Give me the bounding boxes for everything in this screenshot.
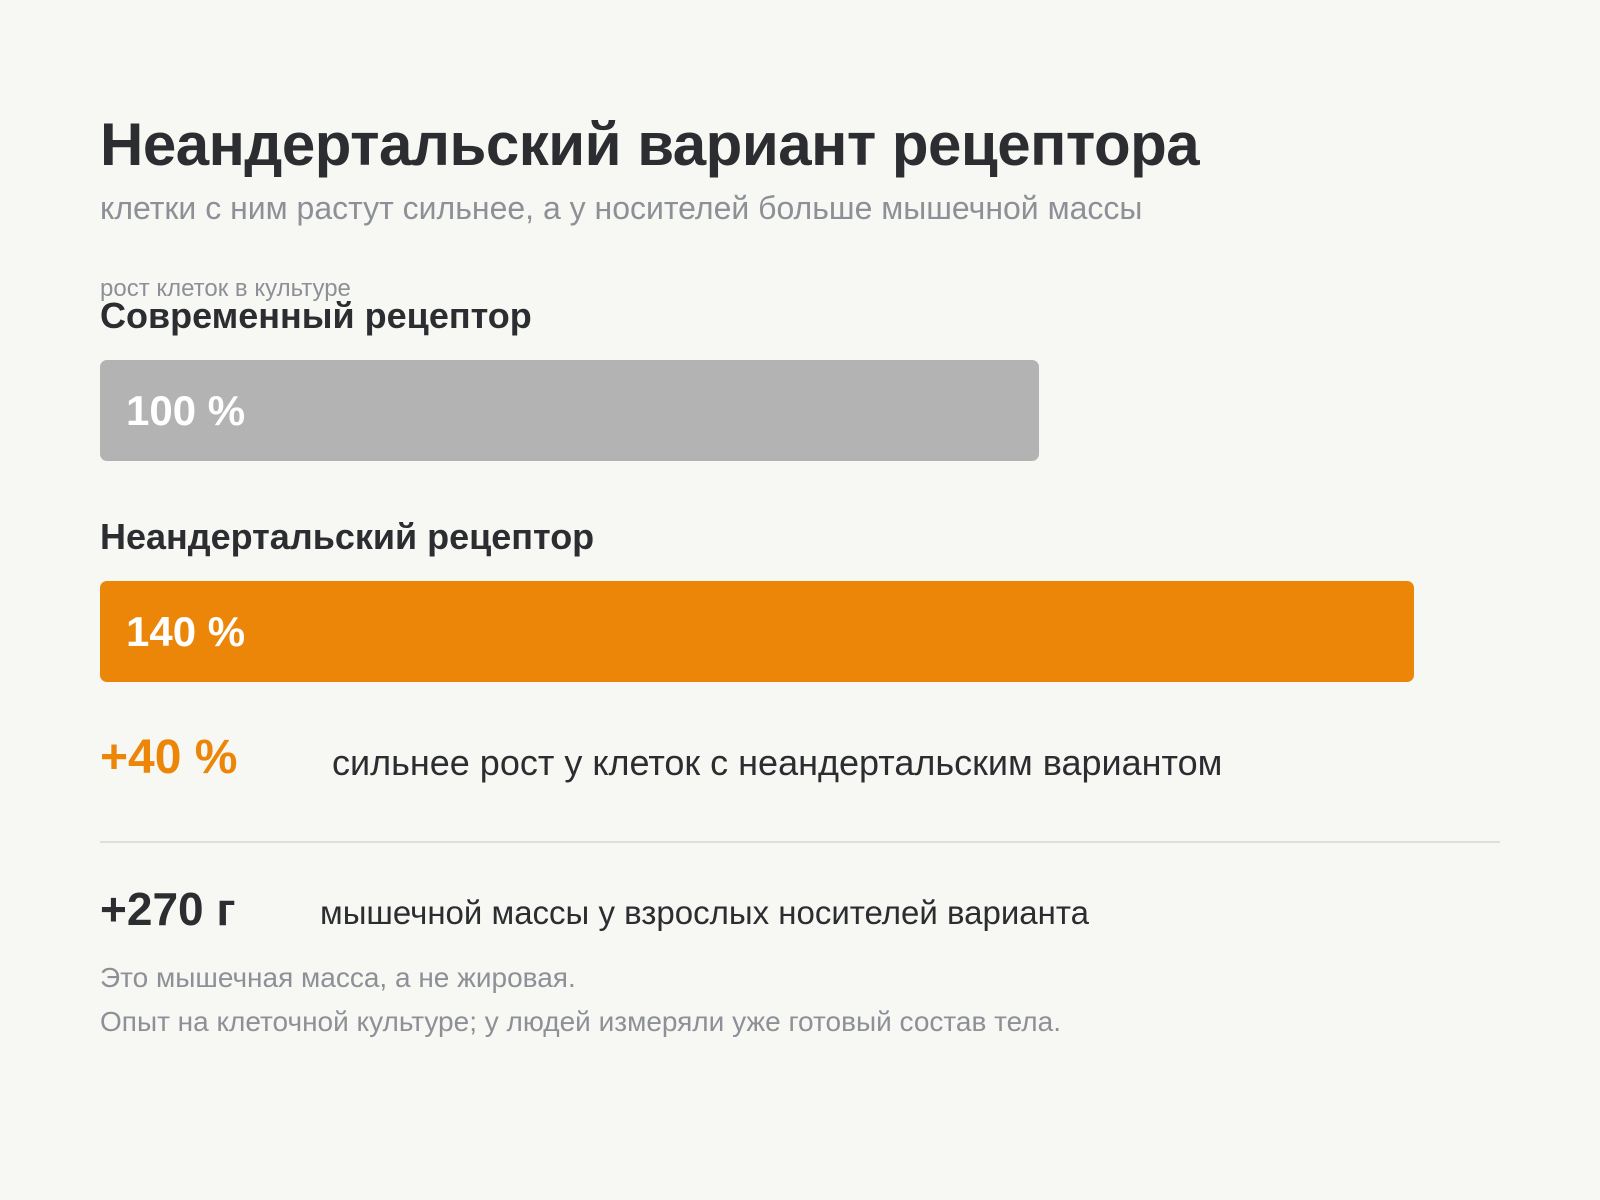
muscle-stat-text: мышечной массы у взрослых носителей вари…: [320, 894, 1089, 931]
chart-caption: рост клеток в культуре: [100, 275, 351, 302]
page-title: Неандертальский вариант рецептора: [100, 111, 1200, 178]
bar-value-label: 100 %: [126, 386, 246, 434]
muscle-stat: +270 г мышечной массы у взрослых носител…: [100, 882, 1500, 942]
growth-stat: +40 % сильнее рост у клеток с неандертал…: [100, 730, 1500, 790]
bar: 140 %: [100, 581, 1414, 682]
note-line-2: Опыт на клеточной культуре; у людей изме…: [100, 1006, 1061, 1037]
note-line-1: Это мышечная масса, а не жировая.: [100, 962, 576, 993]
bar: 100 %: [100, 360, 1039, 461]
bar-category-label: Неандертальский рецептор: [100, 516, 595, 557]
infographic: Неандертальский вариант рецептора клетки…: [100, 0, 1500, 1200]
divider: [100, 841, 1500, 843]
muscle-stat-value: +270 г: [100, 883, 236, 935]
growth-stat-text: сильнее рост у клеток с неандертальским …: [332, 742, 1223, 783]
bar-chart: Современный рецептор 100 % Неандертальский…: [100, 295, 1500, 715]
growth-stat-value: +40 %: [100, 731, 238, 784]
bar-value-label: 140 %: [126, 607, 246, 655]
page-subtitle: клетки с ним растут сильнее, а у носител…: [100, 190, 1143, 226]
bar-category-label: Современный рецептор: [100, 295, 532, 336]
